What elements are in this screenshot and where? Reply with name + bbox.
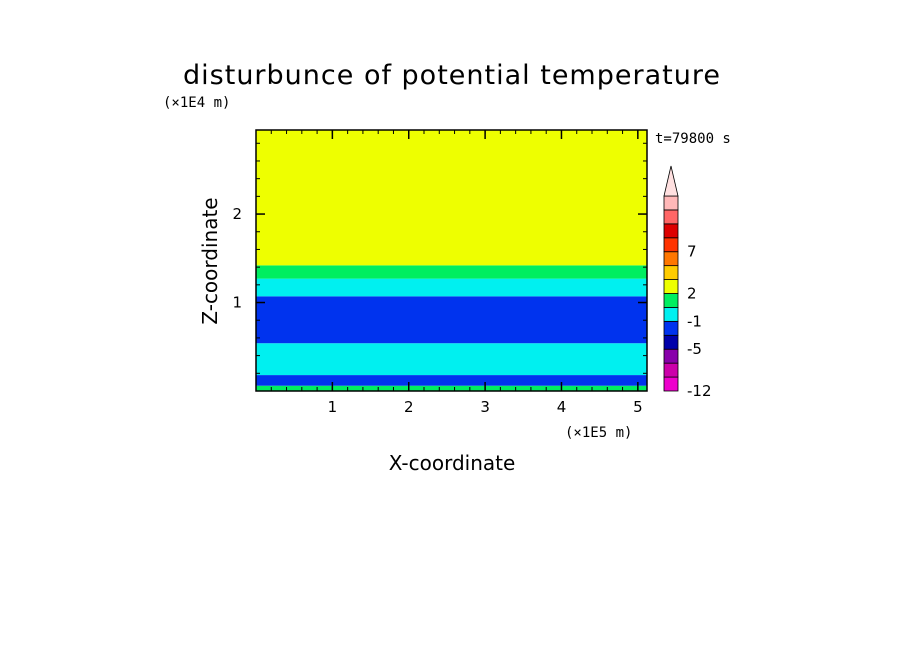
y-axis-label: Z-coordinate — [198, 197, 222, 324]
colorbar-label: -5 — [687, 340, 702, 358]
y-tick-label: 2 — [232, 205, 242, 223]
band-0 — [256, 385, 647, 391]
colorbar-label: 2 — [687, 285, 697, 303]
plot-frame — [255, 129, 648, 392]
colorbar-segment-6 — [663, 293, 679, 308]
band-2 — [256, 343, 647, 376]
colorbar-label: -12 — [687, 382, 712, 400]
band-1 — [256, 375, 647, 386]
time-label: t=79800 s — [655, 131, 731, 147]
colorbar: -12-5-127 — [663, 165, 712, 400]
colorbar-segment-2 — [663, 348, 679, 364]
colorbar-segment-4 — [663, 320, 679, 336]
colorbar-segment-8 — [663, 265, 679, 280]
colorbar-segment-5 — [663, 307, 679, 322]
x-tick-label: 1 — [328, 398, 338, 416]
y-unit-label: (×1E4 m) — [163, 95, 230, 111]
colorbar-segment-11 — [663, 223, 679, 239]
colorbar-segment-12 — [663, 209, 679, 225]
colorbar-label: -1 — [687, 312, 702, 330]
colorbar-segment-7 — [663, 279, 679, 294]
colorbar-segment-3 — [663, 334, 679, 350]
y-tick-label: 1 — [232, 294, 242, 312]
colorbar-extension-arrow — [663, 165, 679, 197]
colorbar-segment-1 — [663, 362, 679, 378]
x-tick-label: 5 — [633, 398, 643, 416]
colorbar-segment-0 — [663, 376, 679, 392]
colorbar-segment-10 — [663, 237, 679, 253]
band-4 — [256, 278, 647, 297]
x-axis-label: X-coordinate — [389, 451, 516, 475]
x-tick-label: 2 — [404, 398, 414, 416]
colorbar-label: 7 — [687, 243, 697, 261]
band-5 — [256, 265, 647, 279]
colorbar-segment-13 — [663, 195, 679, 211]
band-3 — [256, 296, 647, 344]
plot-area: 1 2 3 4 5 1 2 — [232, 129, 648, 416]
x-tick-label: 4 — [557, 398, 567, 416]
x-tick-label: 3 — [480, 398, 490, 416]
band-6 — [256, 130, 647, 266]
colorbar-segment-9 — [663, 251, 679, 267]
chart-title: disturbunce of potential temperature — [183, 60, 721, 91]
x-unit-label: (×1E5 m) — [565, 425, 632, 441]
